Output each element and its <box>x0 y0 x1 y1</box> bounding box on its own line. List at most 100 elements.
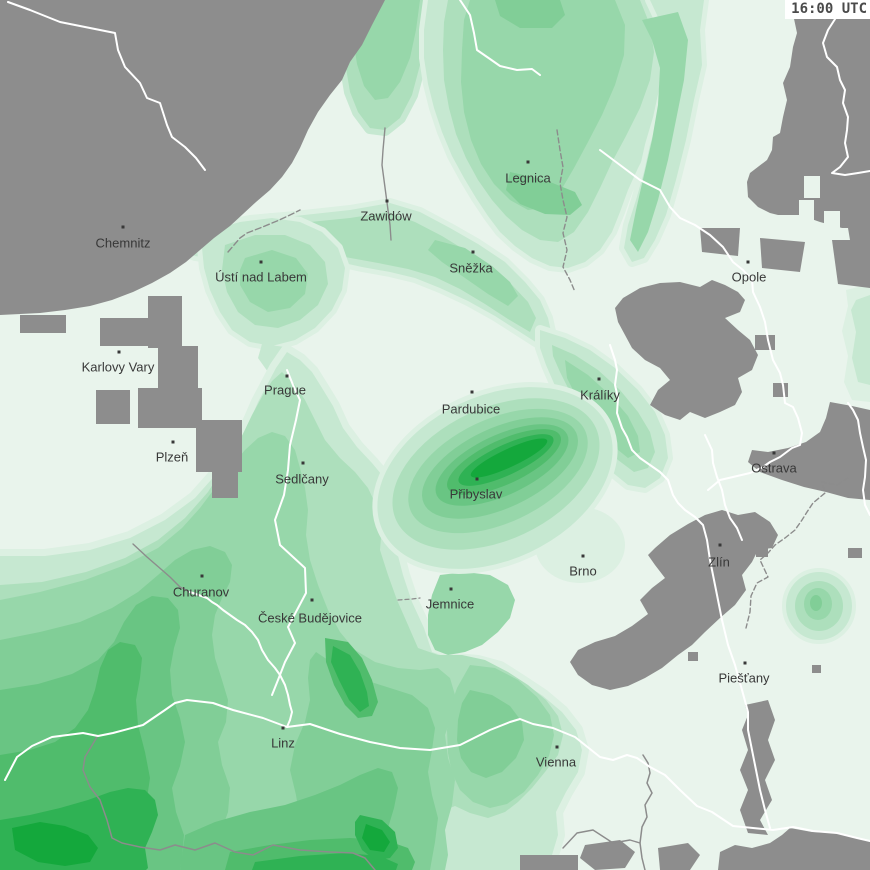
river-morava <box>609 344 771 829</box>
city-marker: Churanov <box>173 574 230 600</box>
city-dot <box>121 225 125 229</box>
city-label: Vienna <box>536 755 577 770</box>
city-label: Brno <box>569 564 596 579</box>
city-marker: České Budějovice <box>258 598 362 626</box>
city-marker: Sněžka <box>449 250 493 276</box>
rain-band-kraliky-core <box>565 360 640 458</box>
river-danube <box>4 699 870 842</box>
gray-area-opole <box>615 280 758 420</box>
river-neisse <box>381 127 392 241</box>
gray-patch-se-4 <box>580 840 635 870</box>
city-label: Legnica <box>505 171 551 186</box>
city-dot <box>117 350 121 354</box>
gray-patch-se-3 <box>520 855 578 870</box>
river-morava-s <box>639 754 653 870</box>
city-label: Karlovy Vary <box>82 360 155 375</box>
rain-blob-jemnice <box>428 572 515 655</box>
gray-patch-w-7 <box>212 468 238 498</box>
gray-hole-2 <box>824 211 840 228</box>
city-dot <box>475 477 479 481</box>
rain-blob-vienna-core <box>457 690 524 778</box>
border-at-de <box>82 736 376 870</box>
city-label: Zlín <box>708 555 730 570</box>
city-dot <box>746 260 750 264</box>
city-marker: Linz <box>271 726 295 751</box>
border-cz-de-nw <box>7 1 206 171</box>
gray-area-se <box>718 828 870 870</box>
city-dot <box>471 250 475 254</box>
timestamp-badge: 16:00 UTC <box>785 0 870 19</box>
border-at-sk <box>562 829 641 849</box>
river-becva <box>704 434 743 541</box>
city-label: Ostrava <box>751 461 797 476</box>
gray-patch-edge-e <box>832 240 870 288</box>
city-dot <box>772 451 776 455</box>
gray-area-ostrava <box>748 402 870 500</box>
gray-hole-1 <box>799 200 814 220</box>
city-dot <box>285 374 289 378</box>
city-marker: Sedlčany <box>275 461 329 487</box>
city-dot <box>385 199 389 203</box>
rain-blob-usti-core <box>240 250 308 312</box>
rain-blob-legnica-core2 <box>506 172 582 215</box>
city-label: Plzeň <box>156 450 189 465</box>
city-marker: Zlín <box>708 543 730 570</box>
city-label: České Budějovice <box>258 611 362 626</box>
gray-patch-w-6 <box>196 420 242 472</box>
city-marker: Prague <box>264 374 306 398</box>
city-marker: Chemnitz <box>96 225 150 251</box>
gray-area-nw <box>0 0 385 315</box>
border-cz-sk <box>745 477 849 629</box>
river-oder <box>599 149 803 491</box>
city-dot <box>259 260 263 264</box>
rain-west-l9 <box>12 822 98 866</box>
city-label: Piešťany <box>718 671 770 686</box>
city-dot <box>743 661 747 665</box>
city-marker: Ostrava <box>751 451 798 476</box>
border-cz-pl <box>556 129 576 293</box>
gray-patch-w-0 <box>20 315 66 333</box>
gray-patch-se-2 <box>658 843 700 870</box>
city-label: Opole <box>732 270 767 285</box>
river-vltava <box>271 369 307 696</box>
gray-patch-w-5 <box>96 390 130 424</box>
city-label: Králíky <box>580 388 620 403</box>
city-marker: Králíky <box>580 377 620 403</box>
city-marker: Zawidów <box>360 199 412 224</box>
river-dash-jemnice <box>397 597 421 601</box>
city-dot <box>310 598 314 602</box>
city-label: Sedlčany <box>275 472 329 487</box>
gray-hole-0 <box>804 176 820 198</box>
city-marker: Plzeň <box>156 440 189 465</box>
city-dot <box>470 390 474 394</box>
river-ne <box>822 15 870 176</box>
gray-dot-3 <box>750 540 760 548</box>
rain-core-budejovice <box>331 646 369 712</box>
river-elbe <box>227 209 301 253</box>
city-dot <box>718 543 722 547</box>
city-label: Ústí nad Labem <box>215 270 307 285</box>
border-de-pl <box>459 0 541 76</box>
city-marker: Brno <box>569 554 597 579</box>
city-label: Linz <box>271 736 295 751</box>
gray-patch-w-2 <box>148 296 182 348</box>
city-marker: Vienna <box>536 745 577 770</box>
city-marker: Pardubice <box>442 390 500 417</box>
gray-patch-w-1 <box>100 318 150 346</box>
gray-bit-0 <box>755 335 775 350</box>
city-marker: Přibyslav <box>450 477 503 502</box>
city-label: Zawidów <box>360 209 412 224</box>
city-marker: Karlovy Vary <box>82 350 155 375</box>
rain-cell-pribyslav-core <box>470 438 548 478</box>
gray-dot-2 <box>848 548 862 558</box>
city-label: Prague <box>264 383 306 398</box>
city-marker: Opole <box>732 260 767 285</box>
rain-wedge-sw-core <box>362 824 390 852</box>
city-label: Churanov <box>173 585 230 600</box>
rain-blob-legnica-core3 <box>495 0 565 28</box>
border-sumava <box>132 543 191 593</box>
city-dot <box>171 440 175 444</box>
gray-patch-opole-e <box>760 238 805 272</box>
